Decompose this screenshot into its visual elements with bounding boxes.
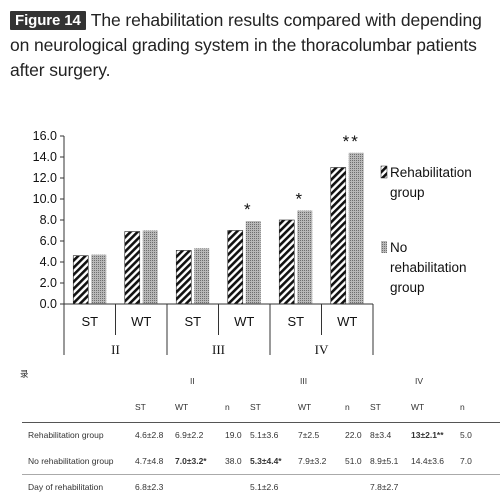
table-subheader: n: [460, 402, 465, 412]
table-group-header: II: [190, 376, 195, 386]
group-label: III: [212, 342, 225, 357]
table-group-header: III: [300, 376, 308, 386]
legend-label: Rehabilitation group: [390, 165, 472, 200]
table-cell: 8±3.4: [370, 430, 392, 440]
figure-caption: Figure 14 The rehabilitation results comp…: [10, 8, 492, 83]
table-cell: 6.8±2.3: [135, 482, 164, 492]
table-subheader: n: [225, 402, 230, 412]
table-subheader: ST: [250, 402, 261, 412]
y-tick-label: 0.0: [40, 297, 57, 311]
table-cell: 13±2.1**: [411, 430, 444, 440]
table-subheader: WT: [298, 402, 312, 412]
table-subheader: ST: [370, 402, 381, 412]
table-group-header: IV: [415, 376, 424, 386]
figure-badge: Figure 14: [10, 11, 86, 30]
bar-rehab-0: [72, 255, 89, 305]
significance-marker: *: [295, 190, 304, 209]
group-label: IV: [315, 342, 329, 357]
table-cell: 5.1±3.6: [250, 430, 279, 440]
bars: [72, 152, 364, 305]
table-cell: 7±2.5: [298, 430, 320, 440]
bar-rehab-2: [175, 250, 192, 305]
table-cell: 4.6±2.8: [135, 430, 164, 440]
table-cell: 7.8±2.7: [370, 482, 399, 492]
bar-no-rehab-1: [142, 230, 158, 304]
table-cell: 7.0±3.2*: [175, 456, 207, 466]
table-rule: [22, 474, 500, 475]
bar-no-rehab-4: [297, 210, 313, 304]
category-label: ST: [81, 314, 98, 329]
axes: [63, 136, 374, 355]
table-cell: 7.0: [460, 456, 472, 466]
category-labels: ST WT ST WT ST WT: [81, 314, 357, 329]
legend: Rehabilitation group No rehabilitation group: [380, 165, 472, 295]
y-tick-label: 4.0: [40, 255, 57, 269]
bar-rehab-4: [278, 219, 295, 305]
category-label: WT: [337, 314, 357, 329]
group-labels: II III IV: [111, 342, 329, 357]
significance-marker: *: [244, 200, 253, 219]
table-cell: 14.4±3.6: [411, 456, 445, 466]
bar-rehab-3: [227, 230, 244, 305]
y-tick-label: 12.0: [33, 171, 57, 185]
annotations: ****: [244, 132, 360, 219]
y-axis-ticks: 0.0 2.0 4.0 6.0 8.0 10.0 12.0 14.0 16.0: [33, 129, 64, 311]
table-cell: 22.0: [345, 430, 362, 440]
bar-rehab-1: [124, 231, 141, 305]
y-tick-label: 16.0: [33, 129, 57, 143]
table-cell: 6.9±2.2: [175, 430, 204, 440]
y-tick-label: 8.0: [40, 213, 57, 227]
bar-no-rehab-5: [348, 152, 364, 304]
table-corner-mark: 录: [20, 369, 29, 379]
y-tick-label: 6.0: [40, 234, 57, 248]
table-cell: 7.9±3.2: [298, 456, 327, 466]
table-rule: [22, 422, 500, 423]
category-label: WT: [234, 314, 254, 329]
bar-no-rehab-3: [245, 221, 261, 304]
caption-text: The rehabilitation results compared with…: [10, 10, 482, 80]
y-tick-label: 2.0: [40, 276, 57, 290]
category-label: ST: [184, 314, 201, 329]
bar-no-rehab-0: [91, 254, 107, 304]
table-subheader: WT: [175, 402, 189, 412]
legend-swatch: [380, 165, 388, 179]
table-cell: 38.0: [225, 456, 242, 466]
significance-marker: **: [343, 132, 360, 151]
legend-label: No rehabilitation group: [390, 240, 467, 295]
table-cell: 19.0: [225, 430, 242, 440]
table-subheader: ST: [135, 402, 146, 412]
table-row-label: Day of rehabilitation: [28, 482, 104, 492]
y-tick-label: 10.0: [33, 192, 57, 206]
table-row-label: Rehabilitation group: [28, 430, 104, 440]
results-table: 录 II III IV ST WT n ST WT n ST WT n Rehabilitation gr…: [0, 362, 500, 503]
table-cell: 4.7±4.8: [135, 456, 164, 466]
bar-no-rehab-2: [194, 248, 210, 304]
table-subheader: n: [345, 402, 350, 412]
table-cell: 5.3±4.4*: [250, 456, 282, 466]
bar-chart: 0.02.04.06.08.010.012.014.016.0 **** ST W…: [33, 129, 472, 357]
bar-rehab-5: [330, 167, 347, 305]
y-tick-label: 14.0: [33, 150, 57, 164]
group-label: II: [111, 342, 120, 357]
category-label: ST: [287, 314, 304, 329]
legend-swatch: [381, 241, 387, 253]
table-cell: 8.9±5.1: [370, 456, 399, 466]
table-cell: 5.1±2.6: [250, 482, 279, 492]
table-row-label: No rehabilitation group: [28, 456, 114, 466]
table-cell: 51.0: [345, 456, 362, 466]
category-label: WT: [131, 314, 151, 329]
table-cell: 5.0: [460, 430, 472, 440]
table-subheader: WT: [411, 402, 425, 412]
